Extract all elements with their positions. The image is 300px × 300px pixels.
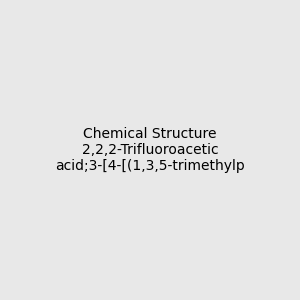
Text: Chemical Structure
2,2,2-Trifluoroacetic acid;3-[4-[(1,3,5-trimethylp: Chemical Structure 2,2,2-Trifluoroacetic… [55, 127, 245, 173]
